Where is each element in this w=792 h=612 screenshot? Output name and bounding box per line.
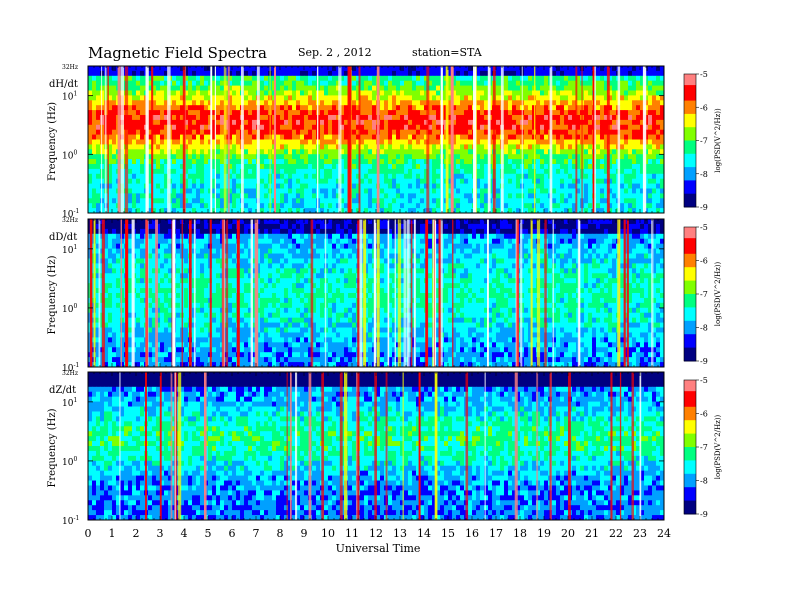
x-tick-label: 18 bbox=[513, 527, 527, 540]
x-tick-label: 3 bbox=[157, 527, 164, 540]
colorbar-tick: -7 bbox=[700, 443, 708, 452]
colorbar-tick: -5 bbox=[700, 376, 708, 385]
x-tick-label: 24 bbox=[657, 527, 671, 540]
x-tick-label: 19 bbox=[537, 527, 551, 540]
colorbar-tick: -6 bbox=[700, 410, 708, 419]
y-axis-label: Frequency (Hz) bbox=[47, 408, 58, 487]
x-tick-label: 5 bbox=[205, 527, 212, 540]
colorbar-tick: -9 bbox=[700, 203, 708, 212]
x-axis: 0 1 2 3 4 5 6 7 8 9 10 11 12 13 14 15 16 17 18 19 20 21 22 23 24 bbox=[85, 527, 672, 540]
x-tick-label: 15 bbox=[441, 527, 455, 540]
colorbar-tick: -6 bbox=[700, 103, 708, 112]
colorbar-tick: -8 bbox=[700, 324, 708, 333]
x-tick-label: 21 bbox=[585, 527, 599, 540]
x-tick-label: 23 bbox=[633, 527, 647, 540]
spectrogram-z bbox=[88, 372, 665, 521]
colorbar-tick: -6 bbox=[700, 257, 708, 266]
colorbar-tick: -7 bbox=[700, 137, 708, 146]
colorbar-tick: -8 bbox=[700, 170, 708, 179]
y-tick-label: 100 bbox=[62, 456, 77, 468]
y-tick-label: 100 bbox=[62, 303, 77, 315]
colorbar: -5 -6 -7 -8 -9 log(PSD(V^2/Hz)) bbox=[683, 223, 722, 366]
y-axis-label: Frequency (Hz) bbox=[47, 255, 58, 334]
x-tick-label: 16 bbox=[465, 527, 479, 540]
y-tick-label: 101 bbox=[62, 91, 77, 103]
x-tick-label: 10 bbox=[321, 527, 335, 540]
y-tick-label: 10-1 bbox=[62, 515, 79, 527]
colorbar-tick: -8 bbox=[700, 477, 708, 486]
x-tick-label: 9 bbox=[301, 527, 308, 540]
y-axis-label: Frequency (Hz) bbox=[47, 102, 58, 181]
x-tick-label: 1 bbox=[109, 527, 116, 540]
colorbar-tick: -9 bbox=[700, 357, 708, 366]
x-axis-label: Universal Time bbox=[336, 542, 421, 555]
x-tick-label: 4 bbox=[181, 527, 188, 540]
panel-label: dD/dt bbox=[49, 232, 77, 243]
x-tick-label: 22 bbox=[609, 527, 623, 540]
colorbar-label: log(PSD(V^2/Hz)) bbox=[714, 261, 722, 326]
y-tick-label: 101 bbox=[62, 244, 77, 256]
panel-label: dH/dt bbox=[49, 79, 78, 90]
y-top-label: 32Hz bbox=[62, 217, 78, 224]
colorbar-tick: -5 bbox=[700, 70, 708, 79]
colorbar-label: log(PSD(V^2/Hz)) bbox=[714, 414, 722, 479]
x-tick-label: 0 bbox=[85, 527, 92, 540]
panel-label: dZ/dt bbox=[49, 385, 76, 396]
x-tick-label: 12 bbox=[369, 527, 383, 540]
colorbar-tick: -7 bbox=[700, 290, 708, 299]
spectrogram-h bbox=[88, 66, 665, 214]
x-tick-label: 6 bbox=[229, 527, 236, 540]
spectrogram-d bbox=[88, 219, 665, 368]
station-label: station=STA bbox=[412, 46, 482, 59]
date-label: Sep. 2 , 2012 bbox=[298, 46, 372, 59]
colorbar-tick: -5 bbox=[700, 223, 708, 232]
chart-title: Magnetic Field Spectra bbox=[88, 44, 267, 62]
colorbar: -5 -6 -7 -8 -9 log(PSD(V^2/Hz)) bbox=[683, 70, 722, 212]
colorbar: -5 -6 -7 -8 -9 log(PSD(V^2/Hz)) bbox=[683, 376, 722, 519]
x-tick-label: 11 bbox=[345, 527, 359, 540]
x-tick-label: 7 bbox=[253, 527, 260, 540]
x-tick-label: 8 bbox=[277, 527, 284, 540]
colorbar-tick: -9 bbox=[700, 510, 708, 519]
y-top-label: 32Hz bbox=[62, 64, 78, 71]
y-top-label: 32Hz bbox=[62, 370, 78, 377]
x-tick-label: 13 bbox=[393, 527, 407, 540]
y-tick-label: 100 bbox=[62, 149, 77, 161]
colorbar-label: log(PSD(V^2/Hz)) bbox=[714, 108, 722, 173]
x-tick-label: 14 bbox=[417, 527, 431, 540]
y-tick-label: 101 bbox=[62, 397, 77, 409]
x-tick-label: 2 bbox=[133, 527, 140, 540]
x-tick-label: 17 bbox=[489, 527, 503, 540]
x-tick-label: 20 bbox=[561, 527, 575, 540]
